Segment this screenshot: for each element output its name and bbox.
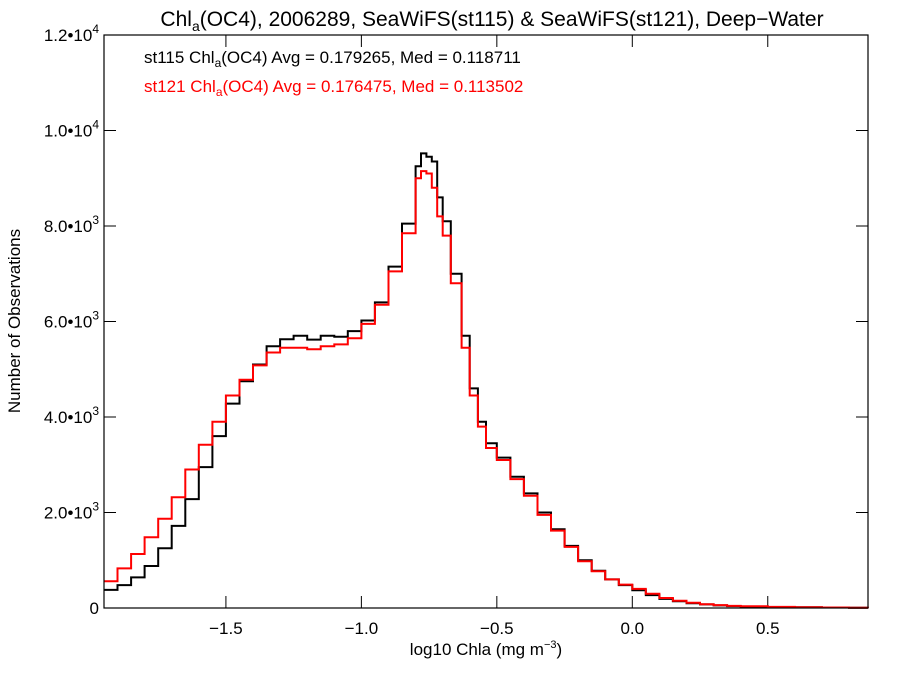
y-tick-label-1: 2.0•103 (44, 500, 100, 523)
series-layer (104, 152, 869, 609)
y-tick-label-6: 1.2•104 (44, 22, 100, 45)
x-tick-label-3: 0.0 (620, 619, 644, 638)
x-tick-label-1: −1.0 (345, 619, 379, 638)
x-tick-label-2: −0.5 (480, 619, 514, 638)
series-line-0 (104, 152, 868, 609)
plot-frame (103, 34, 869, 609)
x-axis-label: log10 Chla (mg m−3) (410, 639, 562, 659)
y-axis-label: Number of Observations (5, 229, 24, 413)
y-tick-label-2: 4.0•103 (44, 404, 100, 427)
y-tick-label-3: 6.0•103 (44, 309, 100, 332)
y-tick-label-0: 0 (90, 599, 99, 618)
legend-series-st115: st115 Chla(OC4) Avg = 0.179265, Med = 0.… (144, 48, 521, 70)
series-line-1 (104, 170, 869, 609)
x-axis-ticks: −1.5 −1.0 −0.5 0.0 0.5 (209, 35, 780, 638)
x-tick-label-0: −1.5 (209, 619, 243, 638)
y-tick-label-5: 1.0•104 (44, 118, 100, 141)
legend-series-st121: st121 Chla(OC4) Avg = 0.176475, Med = 0.… (144, 77, 523, 99)
x-tick-label-4: 0.5 (756, 619, 780, 638)
y-tick-label-4: 8.0•103 (44, 213, 100, 236)
y-axis-ticks: 0 2.0•103 4.0•103 6.0•103 8.0•103 1.0•104 1.2•… (44, 22, 868, 618)
chart-title: Chla(OC4), 2006289, SeaWiFS(st115) & Sea… (160, 8, 823, 34)
